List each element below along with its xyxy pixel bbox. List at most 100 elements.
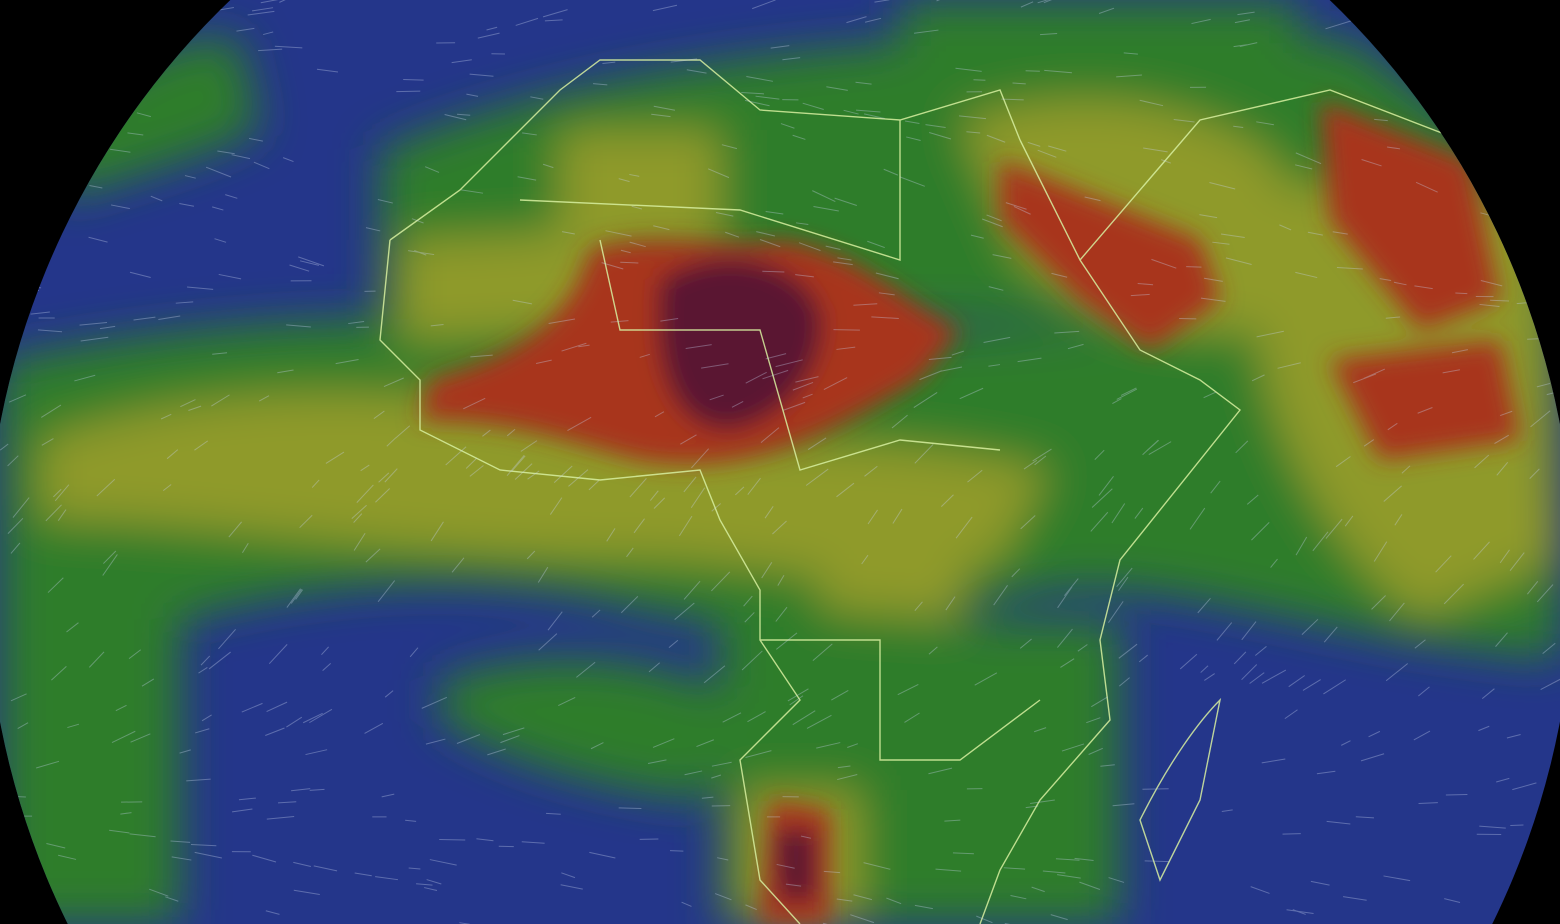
streamline (823, 377, 848, 390)
streamline (1332, 231, 1348, 235)
streamline (1393, 281, 1407, 286)
streamline (759, 239, 781, 248)
streamline (57, 509, 67, 521)
streamline (1524, 908, 1536, 912)
streamline (1295, 271, 1318, 279)
streamline (652, 738, 675, 748)
streamline (1146, 439, 1159, 452)
streamline (149, 888, 169, 897)
streamline (542, 9, 568, 18)
streamline (1316, 770, 1336, 775)
streamline (364, 722, 384, 734)
streamline (266, 816, 295, 820)
streamline (416, 883, 433, 886)
streamline (1200, 297, 1226, 302)
streamline (1451, 349, 1469, 354)
streamline (1091, 696, 1109, 708)
streamline (653, 105, 676, 111)
streamline (725, 231, 740, 238)
streamline (1023, 459, 1038, 470)
streamline (812, 643, 833, 661)
streamline (1013, 205, 1031, 215)
streamline (74, 374, 96, 382)
streamline (252, 854, 277, 863)
streamline (1098, 475, 1114, 496)
streamline (290, 588, 302, 604)
streamline (47, 577, 64, 593)
streamline (325, 451, 345, 464)
streamline (1501, 96, 1528, 101)
streamline (1111, 503, 1126, 524)
streamline (424, 887, 438, 891)
streamline (162, 484, 172, 492)
streamline (21, 22, 46, 29)
streamline (1160, 159, 1171, 164)
streamline (1325, 20, 1352, 30)
streamline (353, 513, 363, 523)
streamline (12, 497, 30, 518)
streamline (914, 601, 923, 612)
streamline (1387, 422, 1398, 431)
streamline (141, 68, 152, 71)
streamline (683, 580, 701, 600)
streamline (1520, 163, 1531, 167)
streamline (1537, 306, 1554, 311)
streamline (1212, 241, 1230, 245)
streamline (1241, 621, 1257, 641)
streamline (1043, 0, 1064, 4)
streamline (293, 861, 311, 868)
streamline (1025, 805, 1039, 809)
streamline (878, 292, 895, 296)
streamline (1279, 224, 1292, 231)
streamline (787, 688, 809, 702)
streamline (1374, 118, 1388, 122)
streamline (1116, 74, 1142, 78)
streamline (836, 346, 856, 350)
streamline (825, 245, 841, 251)
streamline (620, 249, 631, 254)
streamline (184, 175, 196, 179)
streamline (1142, 439, 1159, 456)
streamline (772, 520, 787, 535)
streamline (626, 547, 634, 558)
streamline (1435, 555, 1452, 573)
streamline (408, 867, 421, 870)
streamline (1490, 299, 1510, 302)
streamline (7, 455, 19, 467)
streamline (795, 376, 819, 383)
streamline (165, 896, 179, 902)
streamline (482, 429, 491, 437)
streamline (456, 734, 481, 744)
streamline (945, 596, 956, 611)
streamline (966, 131, 981, 134)
streamline (853, 894, 873, 901)
streamline (1414, 285, 1433, 290)
streamline (1094, 449, 1105, 461)
streamline (745, 750, 772, 759)
streamline (469, 73, 494, 77)
streamline (466, 93, 479, 97)
streamline (414, 250, 427, 256)
streamline (384, 690, 394, 698)
streamline (743, 595, 753, 607)
streamline (897, 683, 919, 696)
streamline (588, 480, 600, 491)
streamline (1197, 598, 1211, 614)
streamline (806, 714, 832, 729)
streamline (1039, 33, 1058, 36)
streamline (707, 168, 730, 179)
streamline (321, 646, 329, 656)
streamline (1485, 116, 1509, 120)
streamline (691, 448, 710, 469)
streamline (629, 241, 646, 248)
streamline (1353, 373, 1377, 384)
streamline (238, 797, 256, 801)
streamline (919, 370, 943, 381)
streamline (1011, 568, 1021, 578)
streamline (1042, 870, 1066, 874)
streamline (711, 571, 731, 592)
streamline (741, 650, 763, 671)
streamline (1034, 455, 1047, 466)
streamline (354, 872, 372, 877)
